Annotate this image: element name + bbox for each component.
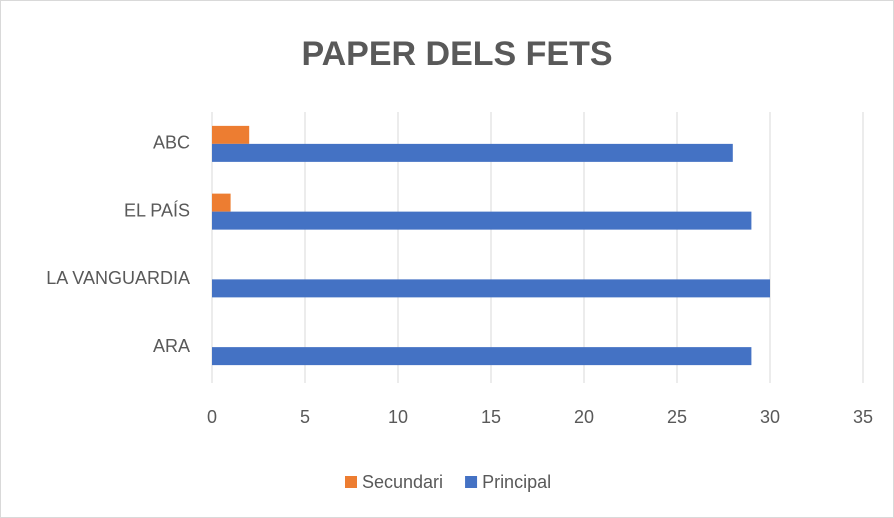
y-tick-label: ABC (153, 133, 190, 153)
legend-label: Secundari (362, 472, 443, 492)
legend-label: Principal (482, 472, 551, 492)
bar (212, 211, 752, 230)
chart-title: PAPER DELS FETS (301, 35, 612, 73)
y-tick-label: LA VANGUARDIA (46, 268, 190, 288)
legend-swatch (345, 476, 357, 488)
legend-swatch (465, 476, 478, 488)
x-tick-label: 25 (667, 407, 687, 427)
x-tick-label: 5 (300, 407, 310, 427)
x-tick-label: 0 (207, 407, 217, 427)
bar (212, 143, 733, 162)
y-tick-label: ARA (153, 336, 190, 356)
bar (212, 347, 752, 366)
bar (212, 125, 250, 144)
x-tick-label: 30 (760, 407, 780, 427)
y-tick-label: EL PAÍS (124, 200, 190, 220)
bar (212, 193, 231, 212)
x-tick-label: 35 (853, 407, 873, 427)
x-tick-label: 15 (481, 407, 501, 427)
x-tick-label: 10 (388, 407, 408, 427)
bar (212, 279, 770, 298)
x-tick-label: 20 (574, 407, 594, 427)
